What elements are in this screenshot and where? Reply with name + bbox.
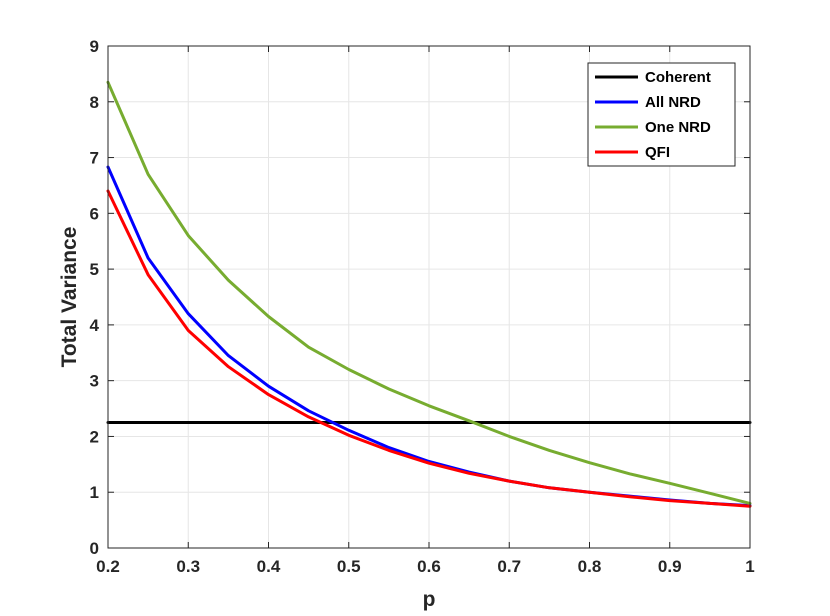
y-tick-label: 7 bbox=[90, 149, 99, 168]
y-tick-label: 2 bbox=[90, 427, 99, 446]
legend-label-qfi: QFI bbox=[645, 144, 670, 161]
y-tick-label: 4 bbox=[90, 316, 100, 335]
x-tick-label: 0.4 bbox=[257, 557, 281, 576]
y-tick-label: 0 bbox=[90, 539, 99, 558]
legend-box bbox=[587, 62, 736, 167]
series-lines bbox=[106, 80, 752, 508]
x-tick-label: 0.3 bbox=[176, 557, 200, 576]
x-tick-label: 0.9 bbox=[658, 557, 682, 576]
legend-label-coherent: Coherent bbox=[645, 69, 711, 86]
x-tick-label: 1 bbox=[745, 557, 754, 576]
legend-label-all-nrd: All NRD bbox=[645, 94, 701, 111]
x-tick-label: 0.5 bbox=[337, 557, 361, 576]
x-axis-label: p bbox=[423, 588, 436, 611]
ticks bbox=[107, 45, 751, 549]
y-axis-label: Total Variance bbox=[58, 227, 81, 368]
y-tick-label: 1 bbox=[90, 483, 99, 502]
y-tick-label: 5 bbox=[90, 260, 99, 279]
y-tick-labels: 0 1 2 3 4 5 6 7 8 9 bbox=[90, 37, 100, 558]
legend-label-one-nrd: One NRD bbox=[645, 119, 711, 136]
series-line-qfi bbox=[106, 189, 752, 508]
legend: Coherent All NRD One NRD QFI bbox=[587, 62, 736, 167]
y-tick-label: 3 bbox=[90, 372, 99, 391]
y-tick-label: 6 bbox=[90, 204, 99, 223]
x-tick-labels: 0.2 0.3 0.4 0.5 0.6 0.7 0.8 0.9 1 bbox=[96, 557, 755, 576]
x-tick-label: 0.2 bbox=[96, 557, 120, 576]
x-tick-label: 0.8 bbox=[578, 557, 602, 576]
y-tick-label: 8 bbox=[90, 93, 99, 112]
x-tick-label: 0.6 bbox=[417, 557, 441, 576]
x-tick-label: 0.7 bbox=[497, 557, 521, 576]
y-tick-label: 9 bbox=[90, 37, 99, 56]
series-line-one-nrd bbox=[106, 80, 752, 505]
